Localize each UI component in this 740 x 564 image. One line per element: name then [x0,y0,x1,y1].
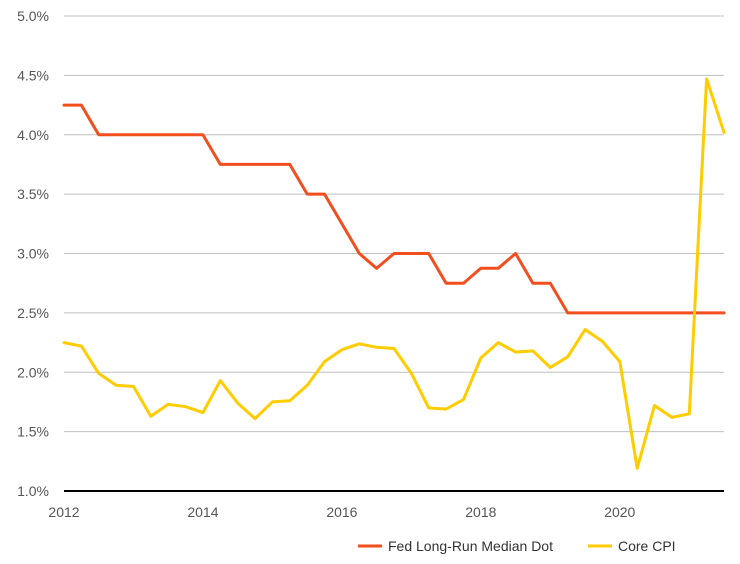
y-tick-label: 3.0% [17,246,49,262]
x-tick-label: 2012 [48,504,79,520]
fed-long-run-median-dot-line [62,103,726,315]
x-tick-label: 2018 [465,504,496,520]
y-tick-label: 2.5% [17,305,49,321]
y-tick-label: 1.0% [17,483,49,499]
core-cpi-line [62,77,726,470]
y-tick-label: 4.5% [17,67,49,83]
y-tick-label: 2.0% [17,364,49,380]
y-tick-label: 4.0% [17,127,49,143]
legend: Fed Long-Run Median Dot Core CPI [358,538,676,554]
x-tick-label: 2020 [604,504,635,520]
x-tick-label: 2014 [187,504,218,520]
y-tick-label: 5.0% [17,8,49,24]
y-tick-label: 1.5% [17,424,49,440]
y-tick-label: 3.5% [17,186,49,202]
y-axis-tick-labels: 1.0% 1.5% 2.0% 2.5% 3.0% 3.5% 4.0% 4.5% 5.0% [17,8,49,499]
series-lines [62,77,726,470]
legend-label-core-cpi: Core CPI [618,538,676,554]
legend-label-fed-dot: Fed Long-Run Median Dot [388,538,553,554]
x-axis-tick-labels: 2012 2014 2016 2018 2020 [48,504,635,520]
x-tick-label: 2016 [326,504,357,520]
